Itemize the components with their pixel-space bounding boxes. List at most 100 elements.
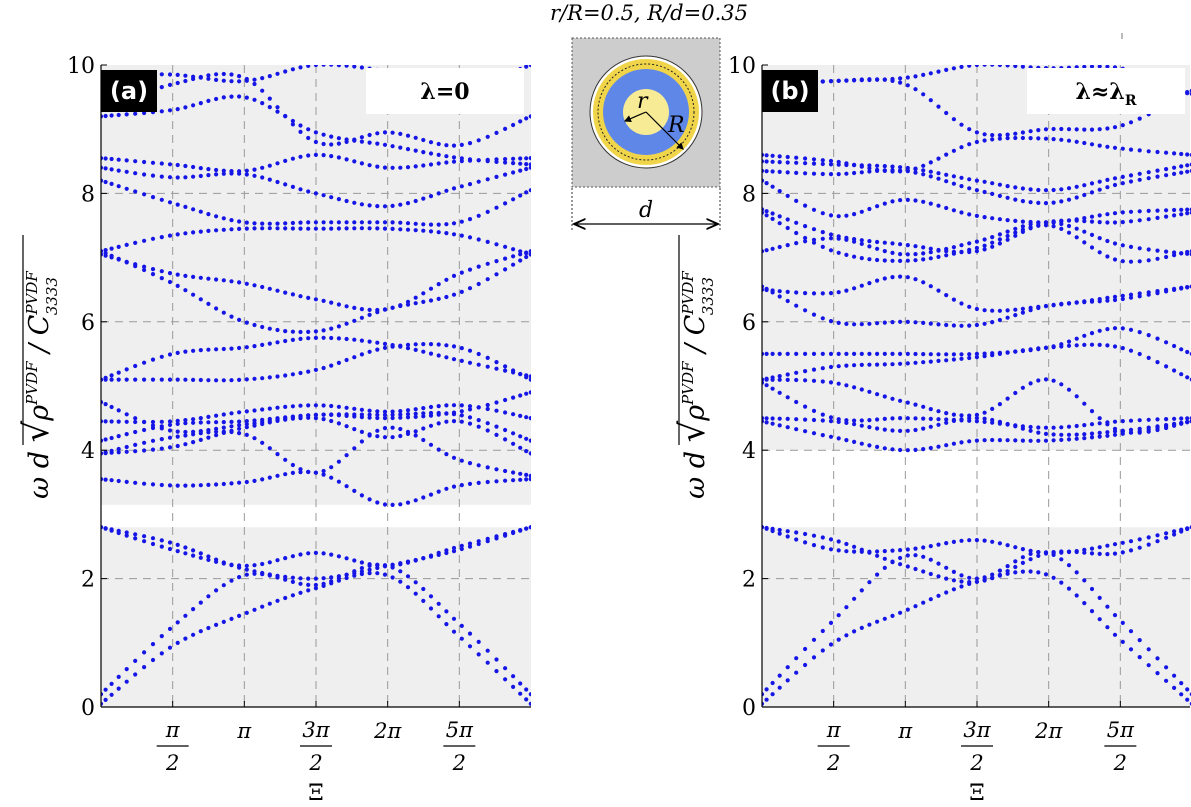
band-point (898, 361, 903, 366)
band-point (124, 667, 129, 672)
band-point (142, 264, 147, 269)
band-point (859, 170, 864, 175)
band-point (336, 324, 341, 329)
band-point (1155, 336, 1160, 341)
band-point (1005, 132, 1010, 137)
band-point (959, 323, 964, 328)
y-tick-label: 6 (742, 311, 756, 336)
band-point (329, 195, 334, 200)
band-point (321, 220, 326, 225)
band-point (828, 158, 834, 164)
band-point (344, 220, 349, 225)
band-point (852, 629, 857, 634)
band-point (844, 633, 849, 638)
band-point (252, 607, 257, 612)
band-point (859, 78, 864, 83)
band-point (183, 273, 188, 278)
band-point (103, 156, 108, 161)
band-point (476, 424, 481, 429)
band-point (283, 329, 288, 334)
band-point (1036, 553, 1041, 559)
band-point (298, 370, 303, 376)
band-point (159, 85, 164, 90)
band-point (283, 226, 288, 231)
band-point (405, 431, 411, 436)
x-tick-denominator: 2 (826, 751, 840, 775)
band-point (485, 648, 490, 653)
band-point (951, 441, 957, 446)
band-point (1164, 208, 1169, 213)
band-point (1066, 387, 1072, 392)
band-point (124, 432, 129, 437)
band-point (367, 571, 372, 576)
band-point (959, 440, 964, 445)
band-point (1089, 435, 1095, 440)
band-point (503, 244, 508, 249)
band-point (221, 278, 226, 283)
band-point (1128, 539, 1134, 544)
band-point (1051, 432, 1056, 437)
band-point (175, 620, 180, 625)
band-point (921, 251, 926, 256)
band-point (150, 482, 156, 487)
band-point (518, 477, 523, 482)
band-point (1185, 526, 1190, 531)
band-point (990, 65, 995, 67)
band-point (206, 301, 211, 306)
band-point (428, 298, 434, 303)
band-point (905, 361, 910, 366)
band-point (936, 203, 941, 208)
band-point (476, 362, 481, 367)
band-point (198, 420, 203, 425)
band-point (1059, 199, 1064, 204)
band-point (836, 417, 841, 422)
band-point (785, 665, 790, 670)
band-point (1074, 432, 1079, 437)
band-point (267, 177, 272, 182)
band-point (1074, 226, 1079, 231)
band-point (936, 288, 941, 293)
band-point (214, 426, 219, 431)
x-axis-label: Ξ (308, 781, 323, 806)
band-point (959, 210, 964, 215)
band-point (974, 188, 980, 193)
band-point (175, 272, 180, 277)
band-point (476, 405, 481, 410)
band-point (1137, 171, 1142, 176)
band-point (1185, 687, 1190, 692)
band-point (844, 383, 849, 388)
band-point (175, 542, 180, 548)
band-point (313, 329, 318, 334)
band-point (109, 113, 114, 118)
band-point (183, 418, 188, 423)
band-point (382, 572, 388, 577)
band-point (367, 567, 372, 572)
band-point (1155, 417, 1160, 422)
band-point (1137, 330, 1142, 335)
band-point (298, 576, 303, 581)
band-point (905, 168, 910, 173)
band-point (1128, 173, 1134, 178)
band-point (852, 418, 857, 423)
band-point (882, 351, 887, 356)
band-point (421, 556, 426, 561)
band-point (1146, 333, 1151, 338)
band-point (913, 258, 918, 263)
band-point (221, 171, 226, 176)
band-point (103, 113, 108, 119)
band-point (944, 322, 949, 328)
band-point (1137, 430, 1142, 435)
band-point (413, 347, 418, 352)
band-point (298, 220, 303, 225)
band-point (150, 438, 156, 443)
band-point (844, 351, 849, 356)
band-point (329, 552, 334, 557)
band-point (928, 169, 933, 174)
band-point (820, 418, 825, 423)
band-point (244, 422, 249, 427)
band-point (1097, 551, 1102, 557)
x-tick-denominator: 2 (452, 751, 466, 775)
band-point (1164, 167, 1169, 172)
band-point (459, 636, 464, 641)
band-point (459, 358, 464, 363)
